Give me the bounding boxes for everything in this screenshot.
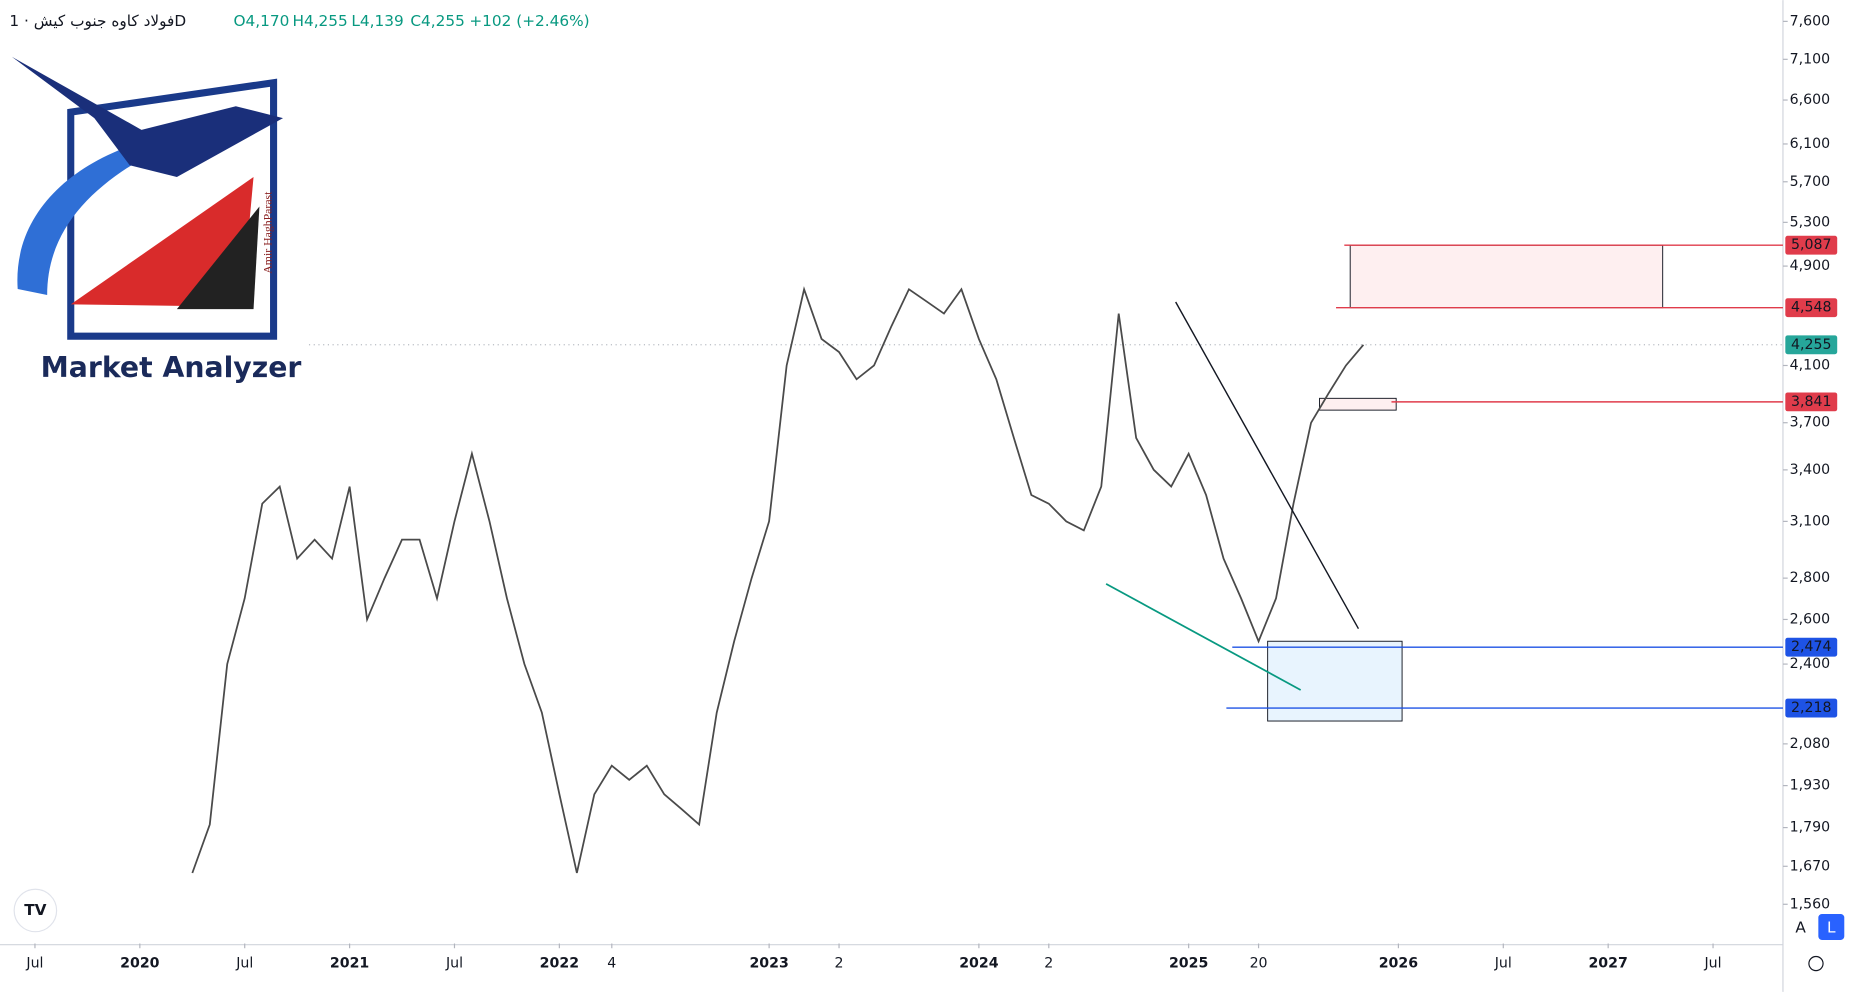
y-tick-label: 1,670 bbox=[1790, 858, 1830, 874]
price-label-bg bbox=[1785, 298, 1838, 318]
x-tick-label: 2022 bbox=[540, 956, 579, 972]
breakout-box bbox=[1319, 397, 1397, 411]
tv-logo-text: TV bbox=[24, 901, 46, 919]
y-tick-label: 7,600 bbox=[1790, 13, 1830, 29]
support-zone bbox=[1267, 640, 1403, 722]
x-tick-label: 2020 bbox=[120, 956, 160, 972]
x-tick-label: 4 bbox=[607, 956, 616, 972]
x-tick-label: Jul bbox=[235, 956, 253, 972]
y-tick-label: 6,100 bbox=[1790, 136, 1830, 152]
logo-bird bbox=[11, 56, 284, 178]
x-tick-label: 2024 bbox=[959, 956, 999, 972]
x-tick-label: 20 bbox=[1250, 956, 1268, 972]
y-tick-label: 4,100 bbox=[1790, 357, 1830, 373]
price-line bbox=[191, 286, 1365, 874]
price-label: 3,841 bbox=[1791, 394, 1831, 410]
y-tick-label: 2,400 bbox=[1790, 656, 1830, 672]
ohlc-open: O4,170 bbox=[233, 12, 289, 30]
x-tick-label: 2027 bbox=[1588, 956, 1627, 972]
y-tick-label: 1,790 bbox=[1790, 820, 1830, 836]
log-button-bg[interactable] bbox=[1818, 914, 1845, 940]
log-button[interactable]: L bbox=[1827, 919, 1836, 937]
trendline bbox=[1105, 583, 1302, 691]
x-tick-label: 2 bbox=[835, 956, 844, 972]
y-tick-label: 1,560 bbox=[1790, 896, 1830, 912]
x-tick-label: 2023 bbox=[749, 956, 788, 972]
price-label-bg bbox=[1785, 392, 1838, 412]
logo-swoosh bbox=[17, 129, 201, 295]
price-label: 2,474 bbox=[1791, 639, 1831, 655]
resistance-zone bbox=[1349, 244, 1664, 309]
x-tick-label: Jul bbox=[25, 956, 43, 972]
price-label-bg bbox=[1785, 235, 1838, 255]
x-tick-label: Jul bbox=[1704, 956, 1722, 972]
ohlc-low: L4,139 bbox=[351, 12, 403, 30]
ohlc-change: +102 (+2.46%) bbox=[469, 12, 589, 30]
price-label-bg bbox=[1785, 637, 1838, 657]
y-tick-label: 3,700 bbox=[1790, 415, 1830, 431]
logo: Market Analyzer Amir HaghParast bbox=[11, 56, 302, 384]
y-tick-label: 2,800 bbox=[1790, 570, 1830, 586]
symbol-title: فولاد کاوه جنوب کیش · 1D bbox=[9, 12, 186, 30]
x-tick-label: Jul bbox=[1494, 956, 1512, 972]
y-tick-label: 4,900 bbox=[1790, 258, 1830, 274]
y-tick-label: 6,600 bbox=[1790, 92, 1830, 108]
x-tick-label: 2026 bbox=[1379, 956, 1419, 972]
x-tick-label: Jul bbox=[445, 956, 463, 972]
price-label: 5,087 bbox=[1791, 237, 1831, 253]
logo-author: Amir HaghParast bbox=[261, 191, 275, 274]
y-tick-label: 1,930 bbox=[1790, 778, 1830, 794]
x-tick-label: 2021 bbox=[330, 956, 369, 972]
price-label: 4,255 bbox=[1791, 337, 1831, 353]
trendline bbox=[1175, 301, 1360, 630]
ohlc-close: C4,255 bbox=[410, 12, 465, 30]
logo-frame bbox=[67, 78, 278, 340]
y-tick-label: 3,400 bbox=[1790, 462, 1830, 478]
settings-icon[interactable] bbox=[1808, 955, 1824, 972]
plot-area bbox=[191, 244, 1783, 874]
auto-button[interactable]: A bbox=[1795, 919, 1806, 937]
y-tick-label: 5,700 bbox=[1790, 174, 1830, 190]
logo-text: Market Analyzer bbox=[41, 351, 302, 384]
logo-black bbox=[176, 206, 260, 310]
y-tick-label: 7,100 bbox=[1790, 51, 1830, 67]
y-tick-label: 5,300 bbox=[1790, 214, 1830, 230]
price-label-bg bbox=[1785, 698, 1838, 718]
x-tick-label: 2025 bbox=[1169, 956, 1208, 972]
y-tick-label: 2,600 bbox=[1790, 611, 1830, 627]
x-tick-label: 2 bbox=[1044, 956, 1053, 972]
tv-logo[interactable] bbox=[13, 888, 58, 933]
y-tick-label: 3,100 bbox=[1790, 513, 1830, 529]
price-label-bg bbox=[1785, 335, 1838, 355]
ohlc-high: H4,255 bbox=[292, 12, 347, 30]
price-label: 4,548 bbox=[1791, 300, 1831, 316]
price-label: 2,218 bbox=[1791, 700, 1831, 716]
y-tick-label: 2,080 bbox=[1790, 736, 1830, 752]
